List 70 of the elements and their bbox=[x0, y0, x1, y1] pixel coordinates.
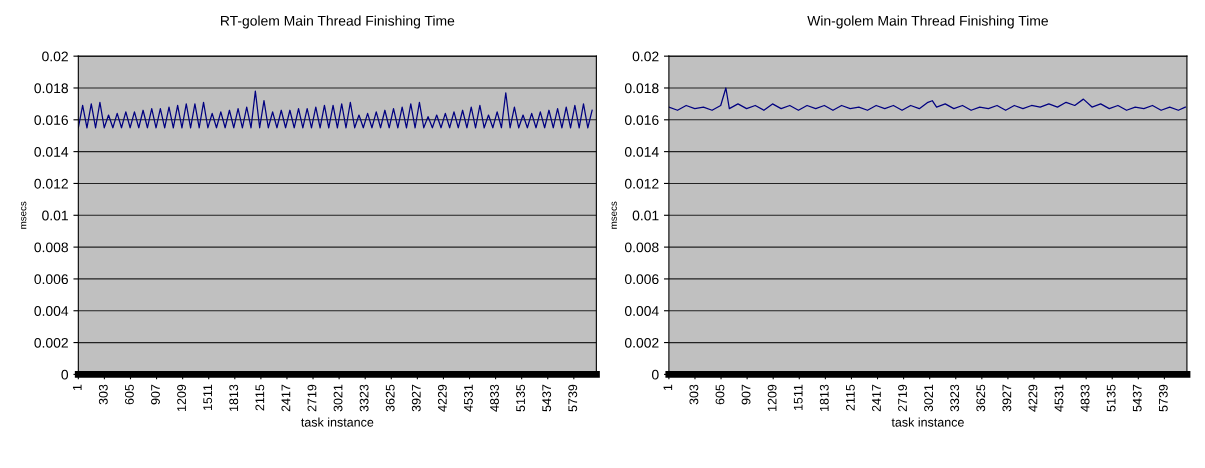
x-tick-label: 5135 bbox=[1106, 384, 1116, 412]
y-tick-label: 0.018 bbox=[624, 83, 659, 94]
x-tick-label: 4531 bbox=[1054, 384, 1064, 412]
y-axis-title: msecs bbox=[21, 201, 27, 229]
x-tick-label: 3927 bbox=[1002, 384, 1012, 412]
y-tick-label: 0.012 bbox=[34, 178, 68, 189]
x-tick-label: 907 bbox=[741, 384, 751, 405]
x-axis-title: task instance bbox=[301, 417, 374, 427]
y-tick-label: 0.004 bbox=[624, 306, 659, 316]
y-tick-label: 0 bbox=[61, 369, 69, 380]
x-tick-label: 1511 bbox=[203, 384, 213, 411]
x-tick-label: 3021 bbox=[924, 384, 934, 412]
x-tick-label: 907 bbox=[151, 384, 160, 405]
chart-title: RT-golem Main Thread Finishing Time bbox=[221, 15, 455, 29]
x-tick-label: 2719 bbox=[307, 384, 317, 412]
x-tick-label: 3927 bbox=[411, 384, 421, 412]
x-tick-label: 1813 bbox=[819, 384, 829, 411]
y-tick-label: 0.008 bbox=[624, 242, 659, 253]
x-tick-label: 5437 bbox=[1132, 384, 1142, 412]
x-tick-label: 1 bbox=[663, 384, 673, 391]
x-tick-label: 4531 bbox=[464, 384, 473, 412]
x-tick-label: 5437 bbox=[542, 384, 552, 412]
chart-title: Win-golem Main Thread Finishing Time bbox=[807, 15, 1048, 29]
y-axis-title: msecs bbox=[611, 201, 617, 229]
x-axis-title: task instance bbox=[891, 417, 964, 427]
x-tick-label: 2417 bbox=[281, 384, 291, 412]
x-tick-label: 1511 bbox=[793, 384, 803, 411]
y-tick-label: 0.006 bbox=[34, 274, 68, 285]
y-tick-label: 0.02 bbox=[42, 51, 68, 62]
y-tick-label: 0.012 bbox=[624, 178, 659, 189]
x-tick-label: 1813 bbox=[229, 384, 239, 411]
y-tick-label: 0.014 bbox=[34, 146, 69, 157]
x-tick-label: 3625 bbox=[385, 384, 395, 412]
x-tick-label: 3625 bbox=[976, 384, 986, 412]
x-tick-label: 605 bbox=[715, 384, 725, 405]
y-tick-label: 0.008 bbox=[34, 242, 68, 253]
x-tick-label: 605 bbox=[124, 384, 134, 405]
x-tick-label: 3323 bbox=[950, 384, 960, 412]
y-tick-label: 0.002 bbox=[34, 337, 68, 348]
x-tick-label: 1209 bbox=[767, 384, 777, 411]
y-tick-label: 0.016 bbox=[34, 115, 68, 125]
y-tick-label: 0.018 bbox=[34, 83, 68, 94]
x-tick-label: 2719 bbox=[898, 384, 907, 412]
x-tick-label: 303 bbox=[689, 384, 699, 405]
x-tick-label: 4833 bbox=[1080, 384, 1090, 412]
y-tick-label: 0.014 bbox=[624, 146, 659, 157]
y-tick-label: 0.02 bbox=[632, 51, 659, 62]
x-tick-label: 5135 bbox=[516, 384, 526, 412]
x-tick-label: 1 bbox=[72, 384, 82, 391]
y-tick-label: 0.006 bbox=[624, 274, 659, 285]
x-tick-label: 4833 bbox=[490, 384, 499, 412]
y-tick-label: 0 bbox=[651, 369, 659, 380]
y-tick-label: 0.01 bbox=[42, 210, 68, 221]
y-tick-label: 0.01 bbox=[632, 210, 659, 221]
y-tick-label: 0.002 bbox=[624, 337, 659, 348]
x-tick-label: 2115 bbox=[845, 384, 855, 411]
x-tick-label: 3021 bbox=[333, 384, 343, 412]
y-tick-label: 0.004 bbox=[34, 306, 69, 316]
x-tick-label: 4229 bbox=[1028, 384, 1038, 412]
x-tick-label: 1209 bbox=[177, 384, 186, 411]
x-tick-label: 3323 bbox=[359, 384, 369, 412]
y-tick-label: 0.016 bbox=[624, 115, 659, 125]
line-series bbox=[78, 90, 593, 129]
line-series bbox=[668, 87, 1186, 111]
x-tick-label: 303 bbox=[98, 384, 108, 405]
x-tick-label: 4229 bbox=[437, 384, 447, 412]
x-tick-label: 5739 bbox=[1158, 384, 1168, 412]
x-tick-label: 2417 bbox=[872, 384, 881, 412]
x-tick-label: 5739 bbox=[568, 384, 578, 412]
x-tick-label: 2115 bbox=[255, 384, 265, 411]
